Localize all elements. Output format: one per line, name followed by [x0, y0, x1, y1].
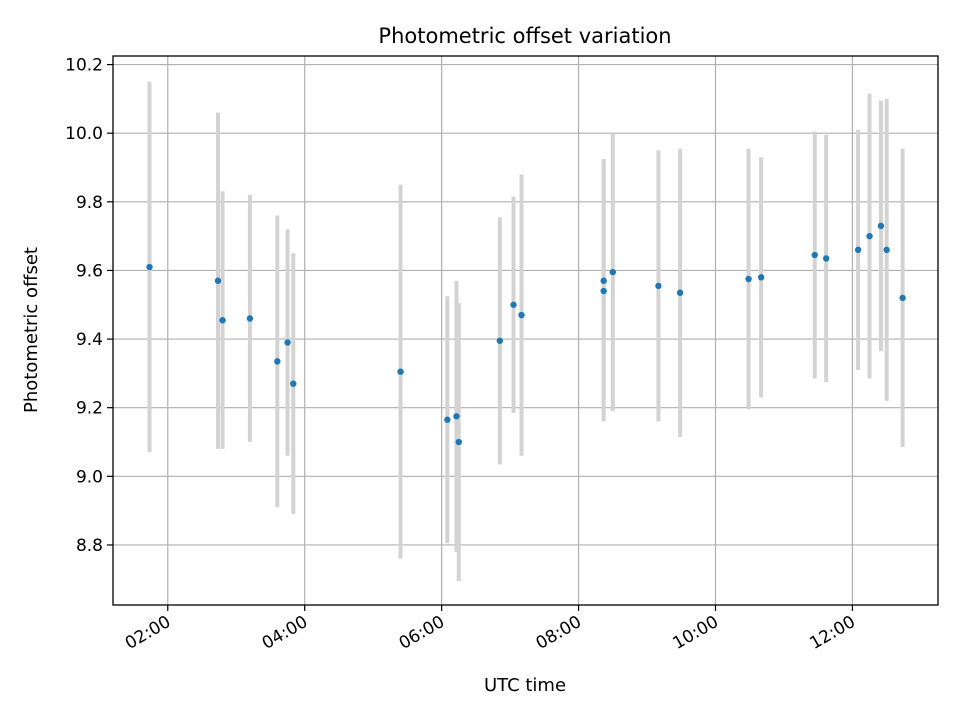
data-point — [290, 380, 297, 387]
y-tick-label: 9.6 — [76, 261, 103, 281]
y-tick-label: 9.2 — [76, 399, 103, 419]
data-point — [866, 232, 873, 240]
data-point — [854, 246, 862, 254]
y-tick-label: 9.4 — [76, 330, 103, 350]
data-points — [146, 222, 906, 446]
y-axis-ticks: 8.8 9.0 9.2 9.4 9.6 9.8 10.0 10.2 — [65, 56, 113, 556]
data-point — [676, 289, 684, 296]
data-point — [600, 287, 607, 295]
y-tick-label: 10.2 — [65, 56, 103, 76]
data-point — [219, 317, 226, 324]
data-point — [146, 263, 153, 271]
y-tick-label: 8.8 — [76, 536, 103, 556]
y-axis-label: Photometric offset — [21, 247, 42, 413]
data-point — [822, 255, 830, 262]
chart-title: Photometric offset variation — [378, 24, 671, 48]
data-point — [284, 339, 291, 346]
y-tick-label: 9.8 — [76, 193, 103, 213]
data-point — [518, 311, 525, 319]
x-axis-label: UTC time — [484, 675, 566, 696]
data-point — [745, 275, 752, 283]
data-point — [609, 268, 616, 276]
data-point — [757, 274, 765, 281]
data-point — [877, 222, 885, 230]
y-tick-label: 10.0 — [65, 124, 103, 144]
data-point — [214, 277, 222, 284]
data-point — [455, 438, 462, 446]
data-point — [444, 416, 451, 423]
data-point — [600, 277, 607, 284]
data-point — [397, 368, 404, 375]
data-point — [510, 301, 517, 308]
data-point — [899, 294, 906, 302]
data-point — [655, 282, 662, 290]
data-point — [274, 358, 281, 365]
data-point — [883, 246, 890, 254]
data-point — [496, 337, 504, 344]
data-point — [453, 413, 460, 420]
y-tick-label: 9.0 — [76, 467, 103, 487]
data-point — [811, 251, 818, 259]
plot-frame — [112, 55, 939, 606]
data-point — [246, 315, 254, 322]
